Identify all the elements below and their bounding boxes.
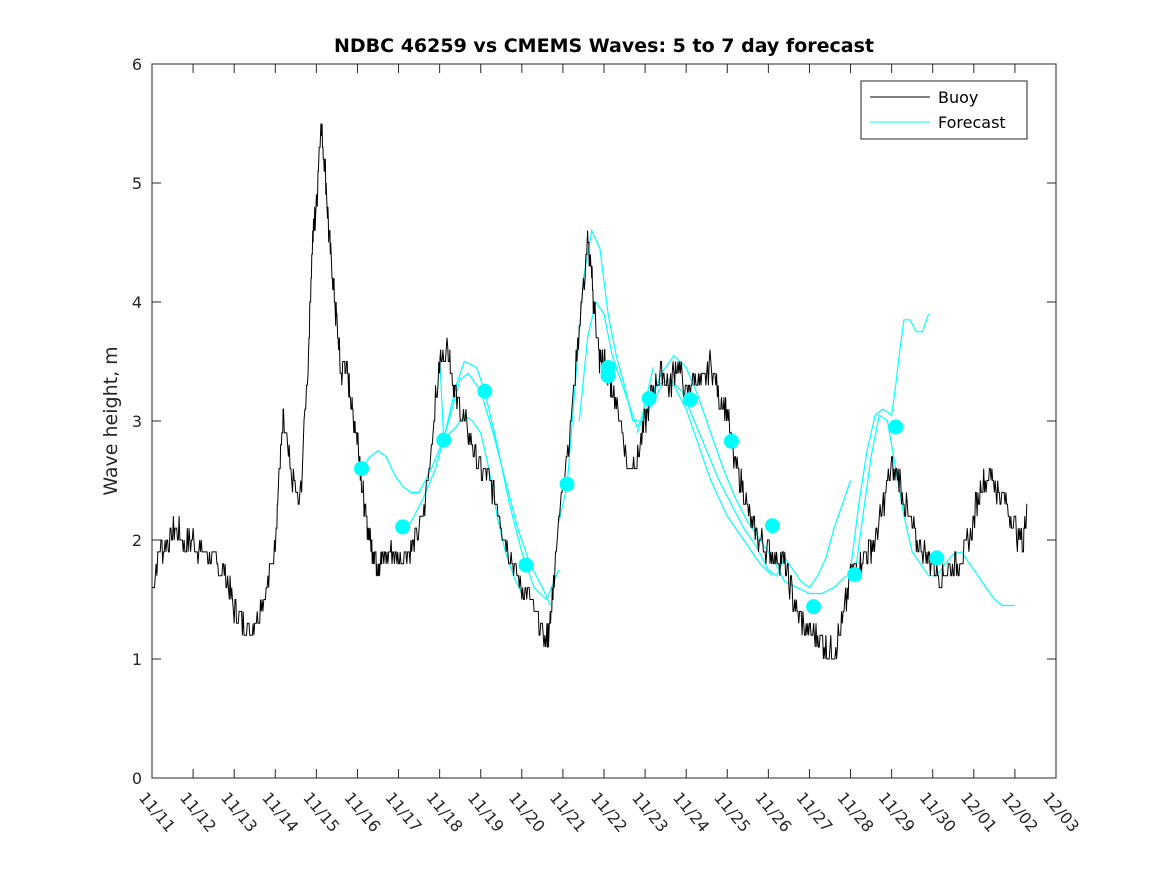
x-tick-label: 11/27 <box>792 788 836 836</box>
forecast-point <box>436 432 452 448</box>
legend-buoy-label: Buoy <box>938 88 978 107</box>
x-tick-label: 12/03 <box>1039 788 1083 836</box>
x-tick-label: 11/12 <box>176 788 220 836</box>
x-tick-label: 11/15 <box>299 788 343 836</box>
forecast-point <box>806 599 822 615</box>
y-tick-label: 4 <box>132 293 142 312</box>
x-tick-label: 11/21 <box>546 788 590 836</box>
forecast-line <box>854 414 1015 607</box>
legend: Buoy Forecast <box>860 80 1028 140</box>
forecast-point <box>518 557 534 573</box>
x-tick-label: 12/02 <box>998 788 1042 836</box>
forecast-point <box>395 519 411 535</box>
forecast-line <box>402 360 560 601</box>
x-tick-label: 11/19 <box>464 788 508 836</box>
forecast-point <box>888 419 904 435</box>
forecast-line <box>849 313 930 570</box>
buoy-line <box>152 123 1028 660</box>
x-tick-label: 11/22 <box>587 788 631 836</box>
forecast-point <box>354 461 370 477</box>
forecast-line <box>578 300 773 577</box>
y-tick-label: 5 <box>132 174 142 193</box>
forecast-point <box>477 383 493 399</box>
x-tick-label: 11/16 <box>340 788 384 836</box>
x-tick-label: 11/13 <box>217 788 261 836</box>
forecast-point <box>929 550 945 566</box>
x-tick-label: 11/23 <box>628 788 672 836</box>
y-tick-label: 1 <box>132 650 142 669</box>
forecast-line <box>558 228 654 523</box>
x-tick-label: 11/25 <box>710 788 754 836</box>
x-tick-label: 11/11 <box>135 788 179 836</box>
forecast-point <box>559 476 575 492</box>
y-tick-label: 6 <box>132 55 142 74</box>
x-tick-label: 12/01 <box>957 788 1001 836</box>
x-tick-label: 11/24 <box>669 788 713 836</box>
forecast-point <box>641 390 657 406</box>
forecast-point <box>764 518 780 534</box>
chart-title: NDBC 46259 vs CMEMS Waves: 5 to 7 day fo… <box>334 35 874 57</box>
x-tick-label: 11/26 <box>751 788 795 836</box>
x-tick-label: 11/30 <box>916 788 960 836</box>
forecast-point <box>723 433 739 449</box>
x-tick-label: 11/18 <box>423 788 467 836</box>
x-tick-label: 11/14 <box>258 788 302 836</box>
forecast-point <box>847 567 863 583</box>
legend-box <box>860 80 1028 140</box>
y-tick-label: 2 <box>132 531 142 550</box>
forecast-line <box>636 354 847 595</box>
y-axis-label: Wave height, m <box>100 346 122 495</box>
y-tick-label: 0 <box>132 769 142 788</box>
plot-area <box>151 63 1057 779</box>
forecast-point <box>600 368 616 384</box>
legend-forecast-label: Forecast <box>938 113 1006 132</box>
x-tick-label: 11/17 <box>381 788 425 836</box>
forecast-point <box>682 392 698 408</box>
x-tick-label: 11/20 <box>505 788 549 836</box>
x-tick-label: 11/28 <box>833 788 877 836</box>
x-tick-label: 11/29 <box>875 788 919 836</box>
y-tick-label: 3 <box>132 412 142 431</box>
